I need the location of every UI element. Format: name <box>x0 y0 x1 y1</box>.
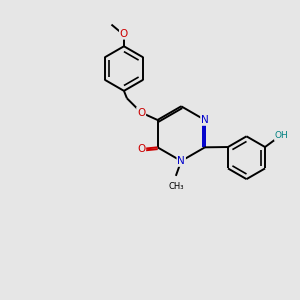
Text: OH: OH <box>275 131 289 140</box>
Text: O: O <box>137 144 145 154</box>
Text: CH₃: CH₃ <box>168 182 184 191</box>
Text: N: N <box>177 156 185 166</box>
Text: O: O <box>120 29 128 39</box>
Text: O: O <box>137 108 145 118</box>
Text: N: N <box>201 115 209 125</box>
